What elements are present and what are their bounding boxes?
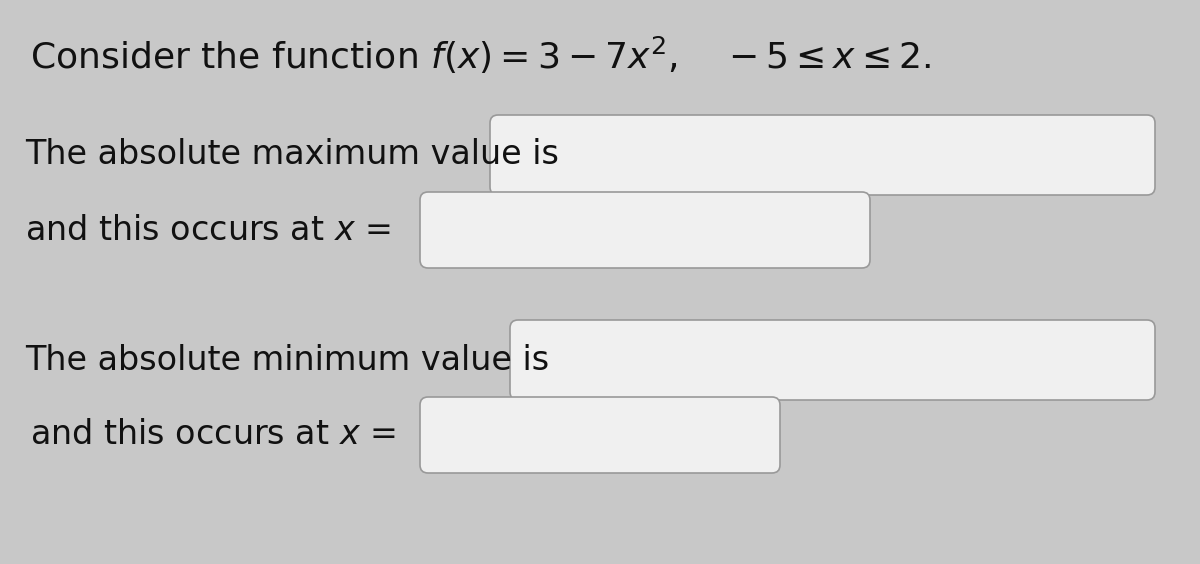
Text: Consider the function $f(x) = 3 - 7x^2, \quad -5 \leq x \leq 2.$: Consider the function $f(x) = 3 - 7x^2, …: [30, 34, 931, 76]
FancyBboxPatch shape: [510, 320, 1154, 400]
Text: and this occurs at $x$ =: and this occurs at $x$ =: [25, 214, 391, 246]
Text: and this occurs at $x$ =: and this occurs at $x$ =: [30, 418, 396, 452]
FancyBboxPatch shape: [420, 397, 780, 473]
FancyBboxPatch shape: [420, 192, 870, 268]
Text: The absolute maximum value is: The absolute maximum value is: [25, 139, 559, 171]
Text: The absolute minimum value is: The absolute minimum value is: [25, 343, 550, 377]
FancyBboxPatch shape: [490, 115, 1154, 195]
